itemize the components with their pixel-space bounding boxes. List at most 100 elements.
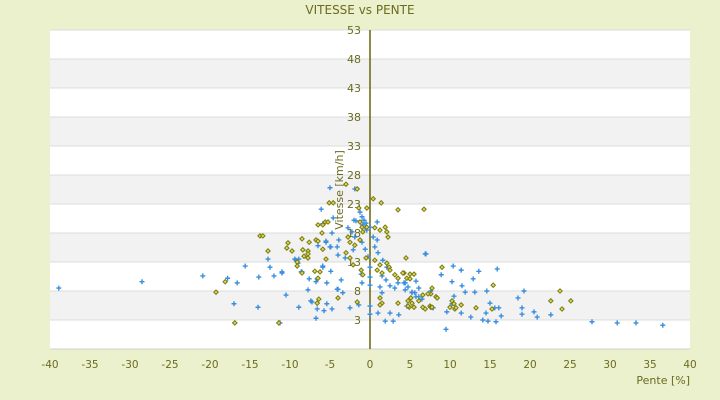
data-point	[315, 238, 321, 245]
x-tick-label: 20	[523, 359, 536, 371]
data-point	[498, 313, 504, 319]
data-point	[329, 306, 335, 312]
data-point	[267, 264, 273, 270]
data-point	[234, 280, 240, 286]
data-point	[283, 245, 290, 251]
data-point	[496, 305, 502, 311]
data-point	[480, 317, 486, 323]
x-tick-label: -40	[41, 359, 58, 371]
data-point	[407, 295, 414, 301]
data-point	[265, 248, 271, 254]
data-point	[484, 288, 490, 294]
data-point	[231, 301, 237, 307]
data-point	[487, 300, 493, 306]
data-point	[421, 206, 427, 213]
data-point	[399, 270, 406, 276]
data-point	[447, 304, 453, 311]
data-point	[382, 224, 389, 231]
data-point	[357, 237, 363, 243]
data-point	[256, 274, 262, 280]
data-point	[315, 221, 321, 228]
x-tick-label: -30	[121, 359, 138, 371]
data-point	[472, 289, 478, 295]
data-point	[395, 280, 401, 286]
data-point	[367, 282, 373, 288]
data-point	[375, 250, 381, 256]
data-point	[451, 293, 457, 299]
data-point	[321, 308, 327, 314]
data-point	[458, 302, 465, 308]
data-point	[367, 311, 373, 317]
data-point	[309, 299, 315, 305]
data-point	[359, 224, 365, 231]
x-tick-label: 25	[563, 359, 576, 371]
data-point	[385, 234, 391, 240]
x-tick-label: -5	[325, 359, 335, 371]
data-point	[633, 320, 639, 326]
data-point	[411, 304, 417, 311]
data-point	[462, 289, 468, 295]
data-point	[395, 300, 401, 307]
data-point	[323, 256, 329, 263]
data-point	[589, 319, 595, 325]
data-point	[363, 224, 370, 231]
data-point	[372, 244, 378, 250]
data-point	[335, 295, 341, 301]
data-point	[374, 237, 380, 243]
data-point	[429, 285, 435, 292]
data-point	[242, 263, 248, 269]
data-point	[443, 326, 449, 332]
data-point	[315, 275, 321, 282]
data-point	[328, 244, 334, 250]
data-point	[335, 252, 341, 258]
data-point	[379, 270, 385, 276]
data-point	[345, 234, 351, 240]
data-point	[382, 318, 388, 324]
data-point	[521, 288, 527, 294]
data-point	[314, 300, 321, 307]
x-tick-labels: -40 -35 -30 -25 -20 -15 -10 -5 0 5 10 15 20 25 30 35 40	[41, 359, 696, 371]
data-point	[315, 243, 321, 249]
data-point	[319, 246, 326, 253]
data-point	[439, 264, 445, 271]
data-point	[473, 304, 479, 311]
data-point	[279, 269, 285, 275]
data-point	[329, 230, 335, 236]
data-point	[367, 303, 373, 309]
data-point	[377, 227, 383, 234]
data-point	[519, 311, 525, 317]
data-point	[377, 261, 383, 268]
data-point	[377, 284, 383, 290]
data-point	[387, 267, 393, 274]
data-point	[222, 278, 229, 285]
data-point	[485, 318, 491, 324]
data-point	[225, 275, 231, 281]
data-point	[383, 260, 390, 267]
data-point	[330, 215, 336, 221]
y-tick-label: 43	[347, 82, 361, 95]
data-point	[299, 246, 306, 253]
data-point	[353, 218, 359, 224]
data-point	[383, 228, 390, 235]
data-point	[405, 303, 411, 309]
data-point	[391, 271, 398, 278]
data-point	[352, 234, 358, 240]
data-point	[374, 219, 380, 225]
x-tick-label: -20	[201, 359, 218, 371]
y-tick-label: 33	[347, 140, 361, 153]
data-point	[401, 280, 407, 286]
data-point	[350, 261, 357, 268]
data-point	[347, 255, 353, 261]
data-point	[370, 195, 377, 202]
x-tick-label: -25	[161, 359, 178, 371]
data-point	[370, 234, 376, 240]
data-point	[451, 300, 457, 307]
data-point	[378, 199, 385, 206]
data-point	[409, 289, 415, 295]
data-point	[325, 219, 331, 225]
data-point	[416, 285, 422, 291]
data-point	[359, 214, 365, 220]
data-point	[557, 288, 563, 294]
data-point	[296, 304, 302, 310]
data-point	[413, 278, 419, 284]
